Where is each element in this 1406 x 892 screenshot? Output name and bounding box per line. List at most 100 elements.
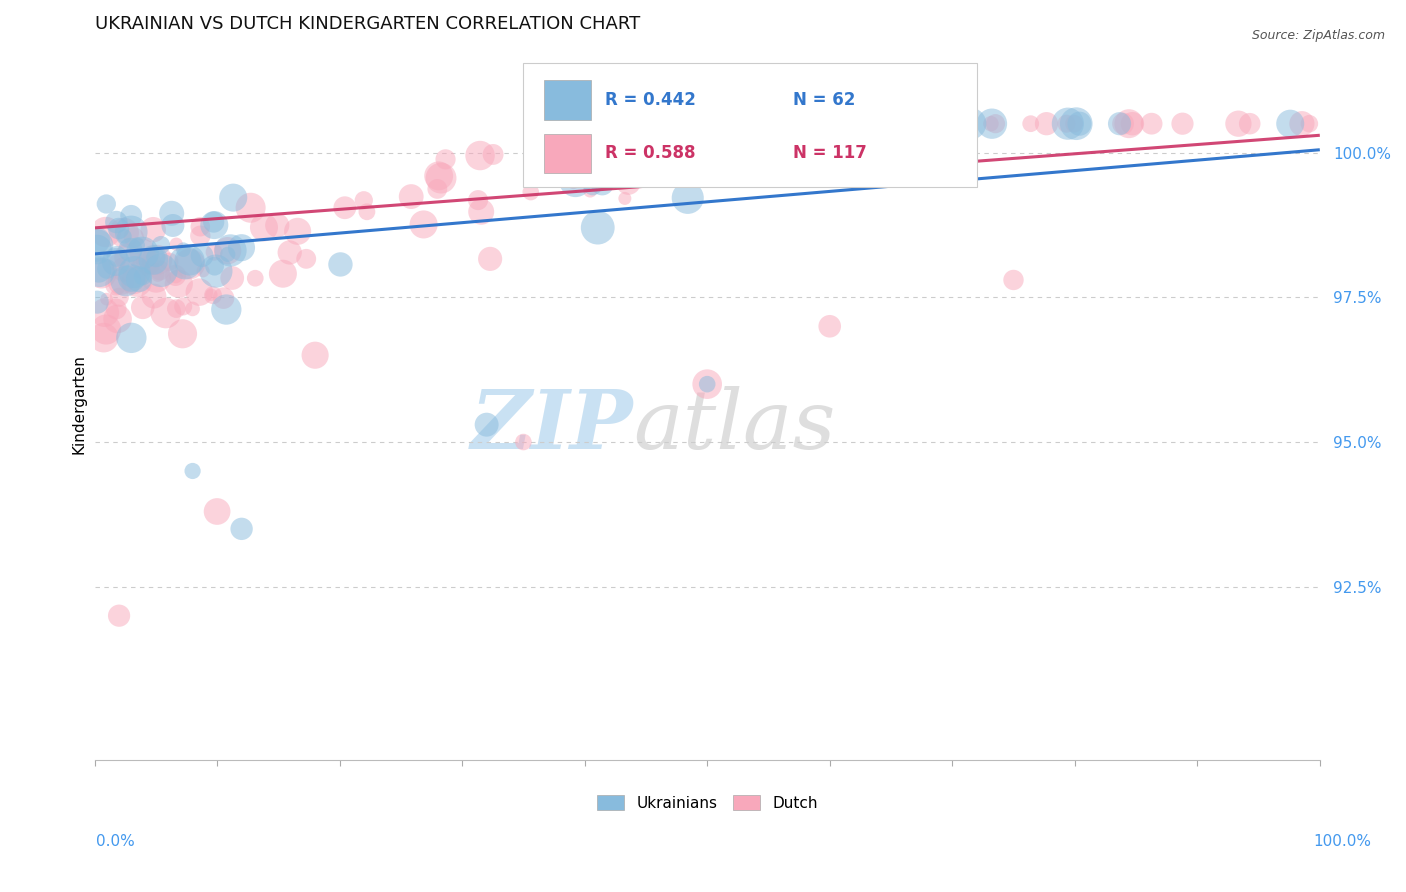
Point (165, 301, 187, 316)
Point (181, 301, 204, 316)
Point (202, 245, 225, 260)
FancyBboxPatch shape (544, 80, 591, 120)
Point (146, 252, 169, 267)
Point (600, 145, 623, 159)
Point (479, 252, 502, 266)
Point (333, 201, 356, 215)
Point (759, 145, 782, 160)
Point (191, 264, 214, 278)
Point (202, 288, 225, 302)
Point (122, 230, 145, 244)
Point (120, 243, 142, 257)
Point (87, 263, 110, 277)
Point (117, 250, 139, 264)
Point (818, 126, 841, 140)
Legend: Ukrainians, Dutch: Ukrainians, Dutch (591, 789, 824, 817)
Point (145, 251, 167, 265)
Text: 0.0%: 0.0% (96, 834, 135, 849)
Point (112, 262, 135, 277)
Y-axis label: Kindergarten: Kindergarten (72, 354, 86, 454)
Point (221, 271, 243, 285)
Point (142, 252, 165, 267)
Point (579, 183, 602, 197)
Point (205, 264, 228, 278)
Point (160, 206, 183, 220)
Point (984, 117, 1007, 131)
Point (637, 136, 659, 150)
Point (90, 266, 112, 280)
Point (107, 221, 129, 235)
Point (1108, 117, 1130, 131)
Point (188, 219, 211, 234)
FancyBboxPatch shape (544, 134, 591, 173)
Point (1002, 273, 1025, 287)
Point (1112, 117, 1135, 131)
Point (162, 219, 184, 233)
Point (1069, 117, 1091, 131)
Point (149, 263, 172, 277)
Point (1171, 117, 1194, 131)
Point (138, 255, 160, 269)
Point (86, 243, 108, 257)
Point (468, 148, 491, 162)
Point (475, 417, 498, 432)
Point (96, 197, 118, 211)
Point (132, 269, 155, 284)
Point (266, 219, 288, 233)
Point (108, 290, 131, 304)
Point (430, 171, 453, 186)
Point (204, 259, 226, 273)
Point (1035, 117, 1057, 131)
Point (165, 237, 187, 252)
Point (434, 153, 457, 167)
Point (253, 220, 276, 235)
Point (751, 152, 773, 166)
Point (179, 253, 201, 268)
Point (149, 263, 172, 277)
Point (1019, 117, 1042, 131)
Point (565, 138, 588, 153)
Point (1291, 117, 1313, 131)
Text: R = 0.588: R = 0.588 (606, 145, 696, 162)
Point (427, 169, 450, 183)
Point (165, 268, 187, 283)
Point (482, 147, 505, 161)
Point (304, 348, 326, 362)
Point (165, 269, 187, 284)
Point (215, 302, 238, 317)
Point (1121, 117, 1143, 131)
Point (1063, 117, 1085, 131)
Point (980, 117, 1002, 131)
Point (172, 326, 194, 341)
Text: N = 117: N = 117 (793, 145, 868, 162)
Point (630, 141, 652, 155)
Point (202, 215, 225, 229)
Point (710, 117, 733, 131)
Point (172, 300, 194, 314)
Point (131, 246, 153, 260)
Point (613, 191, 636, 205)
Text: ZIP: ZIP (471, 385, 634, 466)
Point (353, 194, 375, 208)
Point (94, 322, 117, 336)
Point (981, 117, 1004, 131)
Point (142, 223, 165, 237)
Point (155, 306, 177, 320)
FancyBboxPatch shape (523, 62, 977, 187)
Point (174, 256, 197, 270)
Point (399, 189, 422, 203)
Point (356, 204, 378, 219)
Point (1140, 117, 1163, 131)
Point (696, 377, 718, 392)
Point (928, 117, 950, 131)
Point (122, 274, 145, 288)
Point (181, 464, 204, 478)
Point (630, 145, 652, 160)
Point (467, 193, 489, 207)
Point (519, 185, 541, 199)
Point (696, 377, 718, 392)
Text: atlas: atlas (634, 385, 837, 466)
Point (105, 301, 128, 316)
Point (202, 218, 225, 232)
Point (139, 258, 162, 272)
